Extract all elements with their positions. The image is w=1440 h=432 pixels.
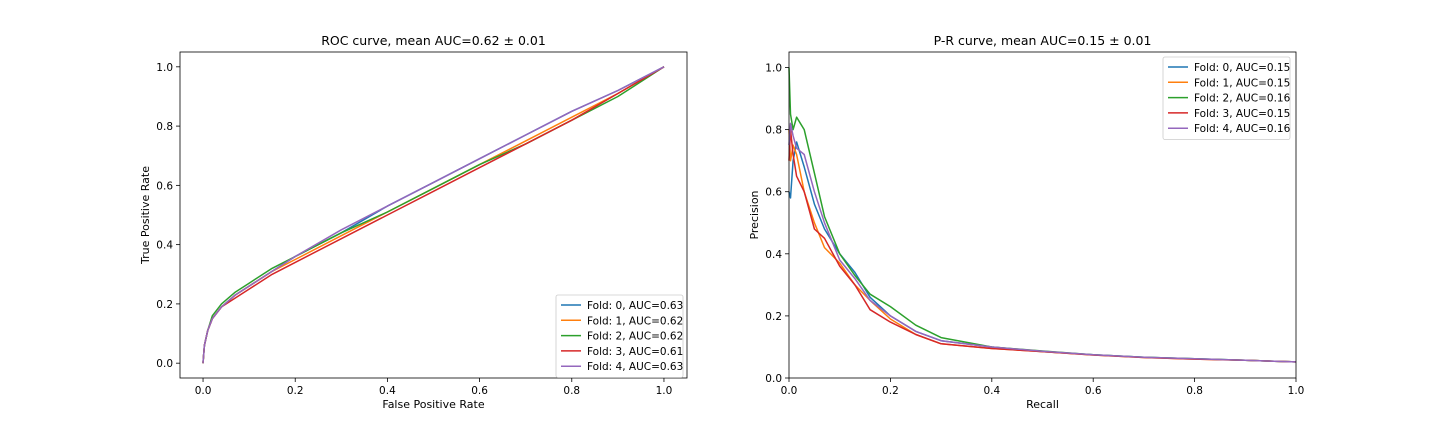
pr-legend-label-fold-1: Fold: 1, AUC=0.15 [1194,77,1290,89]
pr-series-line-fold-4 [788,122,1297,363]
pr-series-line-fold-1 [788,129,1297,363]
pr-axes-frame [788,51,1297,379]
pr-title: P-R curve, mean AUC=0.15 ± 0.01 [934,33,1152,48]
pr-x-tick-label: 1.0 [1288,385,1305,397]
pr-series-line-fold-3 [788,128,1297,363]
roc-y-tick-label: 0.2 [156,299,173,311]
roc-x-tick-label: 0.0 [195,385,212,397]
pr-legend-label-fold-2: Fold: 2, AUC=0.16 [1194,93,1291,105]
pr-y-tick-label: 0.2 [765,311,782,323]
roc-y-tick-label: 0.6 [156,180,173,192]
pr-series-line-fold-0 [788,141,1297,363]
pr-legend [1162,56,1291,140]
roc-legend [555,294,684,378]
roc-x-tick-label: 0.6 [471,385,488,397]
pr-y-tick-label: 1.0 [765,63,782,75]
roc-y-axis-label: True Positive Rate [139,166,152,265]
roc-x-axis-label: False Positive Rate [382,398,484,411]
roc-y-tick-label: 0.8 [156,121,173,133]
pr-x-tick-label: 0.6 [1085,385,1102,397]
roc-y-tick-label: 0.0 [156,358,173,370]
pr-legend-label-fold-0: Fold: 0, AUC=0.15 [1194,62,1290,74]
pr-y-tick-label: 0.8 [765,125,782,137]
pr-y-tick-label: 0.6 [765,187,782,199]
pr-y-tick-label: 0.4 [765,249,782,261]
roc-series-line-fold-4 [202,66,665,364]
pr-y-tick-label: 0.0 [765,373,782,385]
roc-title: ROC curve, mean AUC=0.62 ± 0.01 [321,33,546,48]
roc-y-tick-label: 1.0 [156,62,173,74]
roc-legend-label-fold-4: Fold: 4, AUC=0.63 [587,361,683,373]
roc-x-tick-label: 1.0 [656,385,673,397]
roc-x-tick-label: 0.2 [287,385,304,397]
pr-chart: P-R curve, mean AUC=0.15 ± 0.01 0.0 0.2 0.4… [748,33,1304,411]
pr-legend-label-fold-4: Fold: 4, AUC=0.16 [1194,123,1291,135]
roc-legend-label-fold-2: Fold: 2, AUC=0.62 [587,331,683,343]
roc-x-tick-label: 0.4 [379,385,396,397]
pr-x-tick-label: 0.0 [781,385,798,397]
roc-legend-label-fold-3: Fold: 3, AUC=0.61 [587,346,683,358]
roc-axes-frame [179,51,688,379]
roc-x-tick-label: 0.8 [563,385,580,397]
pr-legend-label-fold-3: Fold: 3, AUC=0.15 [1194,108,1290,120]
pr-x-axis-label: Recall [1026,398,1059,411]
roc-legend-label-fold-0: Fold: 0, AUC=0.63 [587,300,683,312]
pr-x-tick-label: 0.2 [882,385,899,397]
roc-y-tick-label: 0.4 [156,240,173,252]
pr-x-tick-label: 0.8 [1186,385,1203,397]
pr-x-tick-label: 0.4 [983,385,1000,397]
roc-legend-label-fold-1: Fold: 1, AUC=0.62 [587,315,683,327]
pr-y-axis-label: Precision [748,190,761,239]
roc-chart: ROC curve, mean AUC=0.62 ± 0.01 0.0 0.2 0.4… [139,33,688,411]
